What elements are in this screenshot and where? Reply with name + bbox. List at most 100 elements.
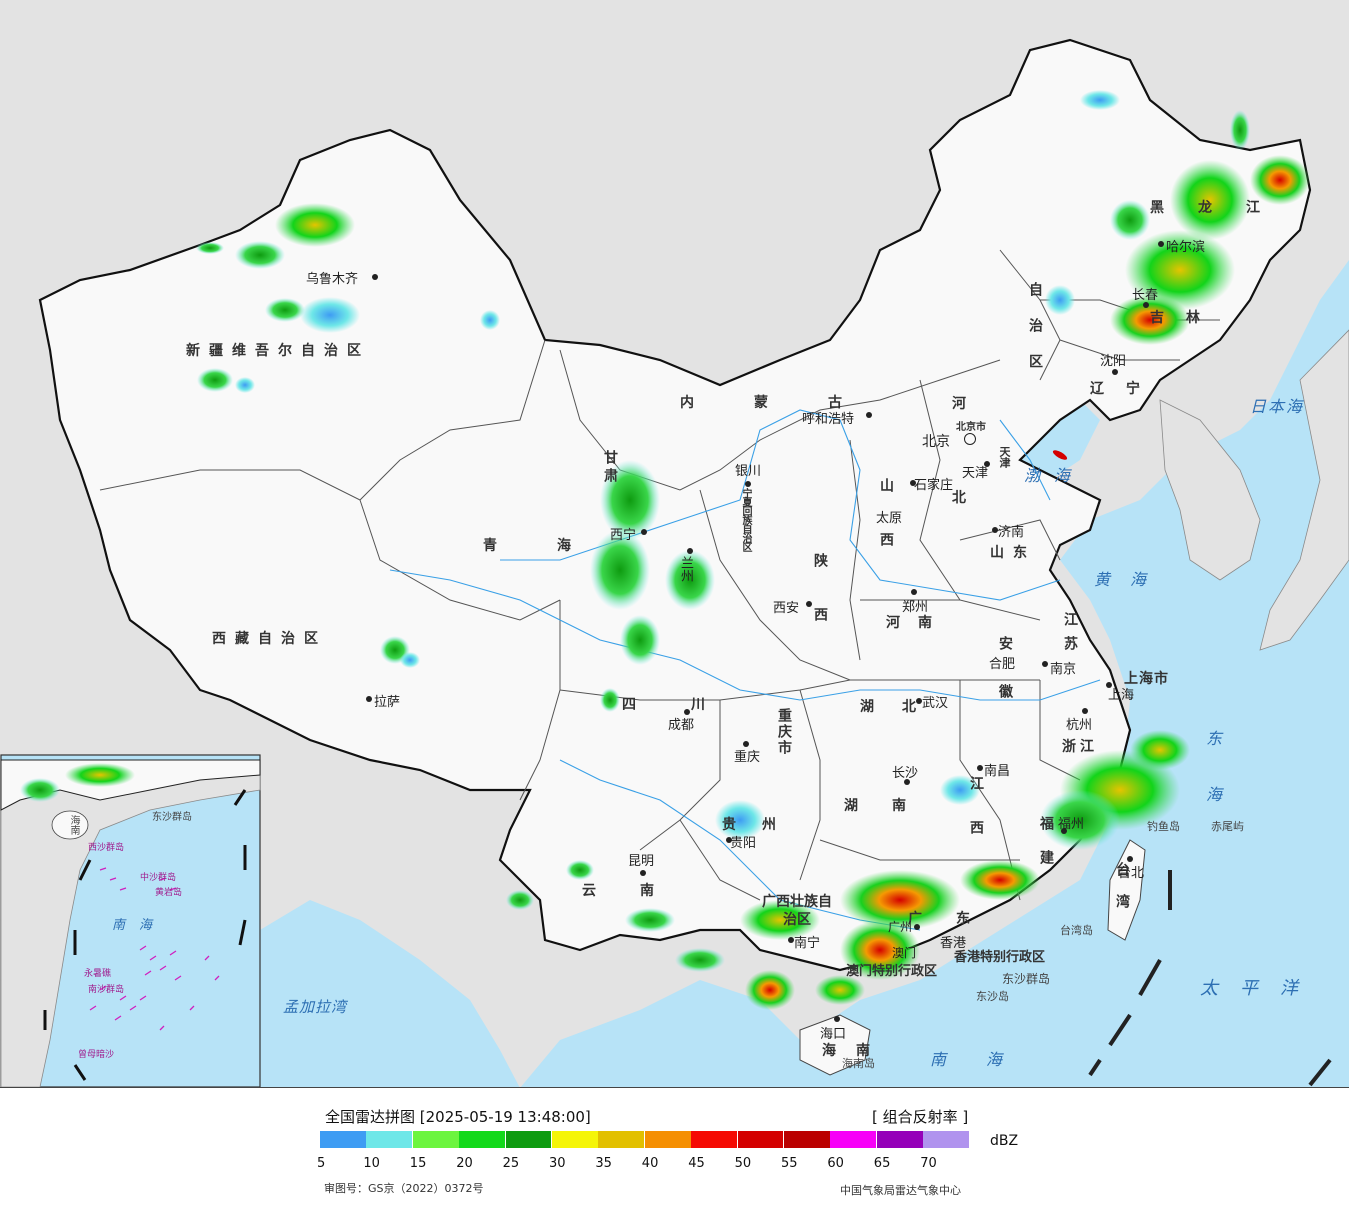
inset-nine-dash-line — [43, 789, 247, 1081]
province-neimenggu-suffix: 自治区 — [1027, 282, 1043, 390]
province-anhui: 安徽 — [997, 636, 1013, 732]
legend-swatch — [320, 1131, 366, 1148]
legend-unit: dBZ — [990, 1133, 1019, 1149]
capital-icon — [964, 433, 976, 445]
legend-swatch — [876, 1131, 923, 1148]
legend-swatch — [737, 1131, 784, 1148]
province-zhejiang: 浙江 — [1062, 739, 1098, 755]
city-dot — [1158, 241, 1164, 247]
legend-swatch — [598, 1131, 645, 1148]
city-changchun: 长春 — [1132, 288, 1159, 303]
hainan-island — [799, 1014, 871, 1076]
city-dot — [992, 527, 998, 533]
legend-product: [ 组合反射率 ] — [872, 1108, 969, 1126]
legend-tick-label: 60 — [827, 1156, 844, 1171]
china-landmass — [38, 38, 1312, 972]
city-dot — [372, 274, 378, 280]
legend-swatch — [459, 1131, 506, 1148]
city-guangzhou: 广州 — [888, 920, 913, 934]
legend-tick-label: 30 — [549, 1156, 566, 1171]
city-jinan: 济南 — [998, 525, 1025, 540]
inset-islands — [89, 867, 220, 1031]
province-tianjin: 天津 — [998, 446, 1011, 468]
sea-pacific: 太平洋 — [1200, 978, 1320, 999]
inset-china-coast — [0, 759, 261, 811]
city-yinchuan: 银川 — [735, 464, 762, 479]
sea-bohai: 渤海 — [1024, 466, 1085, 485]
city-beijing: 北京 — [922, 434, 950, 450]
city-xian: 西安 — [773, 601, 800, 616]
province-hainan: 海南 — [822, 1043, 890, 1059]
city-hangzhou: 杭州 — [1066, 718, 1093, 733]
city-dot — [984, 461, 990, 467]
korea-land — [1159, 399, 1261, 581]
province-hubei: 湖北 — [860, 699, 944, 715]
city-dot — [1061, 828, 1067, 834]
city-dot — [916, 698, 922, 704]
legend-tick-label: 40 — [641, 1156, 659, 1171]
agency-name: 中国气象局雷达气象中心 — [840, 1184, 961, 1197]
legend-tick-label: 35 — [595, 1156, 612, 1171]
map-canvas — [0, 0, 1349, 1087]
city-xining: 西宁 — [610, 528, 637, 543]
province-hongkong: 香港特别行政区 — [954, 950, 1046, 965]
legend-swatch — [691, 1131, 738, 1148]
sea-bengal: 孟加拉湾 — [283, 998, 348, 1016]
island-chiwei: 赤尾屿 — [1211, 820, 1244, 833]
ocean-west — [260, 900, 520, 1087]
approval-number: 审图号：GS京（2022）0372号 — [324, 1182, 484, 1195]
city-dot — [1143, 302, 1149, 308]
japan-land — [1259, 329, 1349, 651]
island-taiwan: 台湾岛 — [1060, 924, 1093, 937]
province-shanghai: 上海市 — [1124, 671, 1169, 687]
legend-tick-label: 45 — [688, 1156, 705, 1171]
inset-dongsha: 东沙群岛 — [152, 812, 192, 823]
city-chengdu: 成都 — [668, 718, 695, 733]
legend-swatch — [412, 1131, 459, 1148]
province-shanxi: 山西 — [878, 478, 894, 586]
province-shaanxi: 陕西 — [812, 553, 828, 661]
province-liaoning: 辽宁 — [1090, 381, 1162, 397]
legend-swatch — [923, 1131, 970, 1148]
province-neimenggu: 内蒙古 — [680, 395, 902, 411]
city-wuhan: 武汉 — [922, 696, 949, 711]
city-dot — [806, 601, 812, 607]
city-dot — [726, 837, 732, 843]
city-shanghai: 上海 — [1108, 688, 1135, 703]
city-nanning: 南宁 — [794, 936, 821, 951]
taiwan-island — [1107, 839, 1146, 941]
legend-swatch — [644, 1131, 691, 1148]
city-taipei: 台北 — [1118, 866, 1145, 881]
city-dot — [684, 709, 690, 715]
inset-huangyan: 黄岩岛 — [155, 888, 183, 898]
legend-swatch — [552, 1131, 598, 1148]
city-dot — [743, 741, 749, 747]
city-shijiazhuang: 石家庄 — [914, 478, 954, 493]
province-gansu: 甘肃 — [602, 450, 618, 486]
legend-swatch — [366, 1131, 413, 1148]
sea-yellow: 黄海 — [1094, 570, 1167, 589]
city-changsha: 长沙 — [892, 766, 919, 781]
maritime-boundaries — [1088, 870, 1332, 1087]
inset-hainan: 海南 — [68, 815, 79, 835]
sea-south: 南海 — [930, 1050, 1043, 1069]
city-chongqing: 重庆 — [734, 750, 761, 765]
city-kunming: 昆明 — [628, 854, 655, 869]
city-hefei: 合肥 — [989, 657, 1016, 672]
city-dot — [641, 529, 647, 535]
sea-japan: 日本海 — [1250, 397, 1305, 416]
city-taiyuan: 太原 — [876, 511, 903, 526]
city-hongkong: 香港 — [940, 936, 967, 951]
city-shenyang: 沈阳 — [1100, 354, 1127, 369]
city-dot — [640, 870, 646, 876]
province-guangxi: 广西壮族自治区 — [762, 894, 832, 928]
legend-tick-label: 25 — [502, 1156, 520, 1171]
island-dongsha: 东沙岛 — [976, 990, 1009, 1003]
island-dongsha-group: 东沙群岛 — [1002, 972, 1051, 986]
legend-tick-label: 5 — [317, 1156, 326, 1171]
province-hunan: 湖南 — [844, 798, 940, 814]
city-nanchang: 南昌 — [984, 764, 1011, 779]
city-dot — [1042, 661, 1048, 667]
sea-east: 东海 — [1203, 730, 1222, 842]
province-hebei-1: 河 — [952, 396, 975, 412]
